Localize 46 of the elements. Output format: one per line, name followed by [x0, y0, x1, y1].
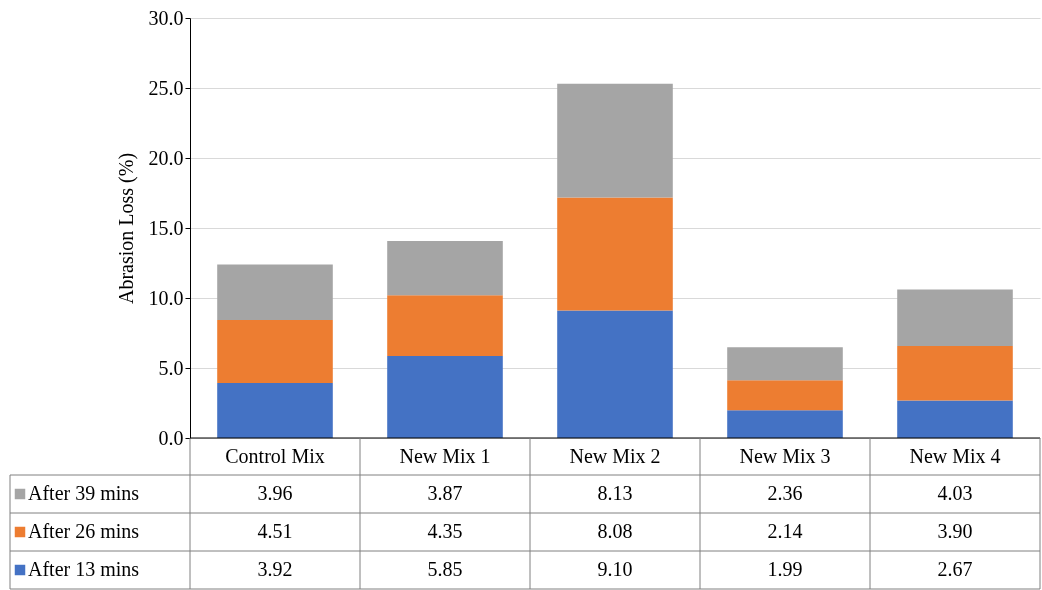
bar [897, 400, 1013, 438]
y-tick-label: 0.0 [158, 426, 184, 449]
data-label: 3.87 [427, 482, 463, 504]
data-label: 9.10 [597, 558, 633, 580]
bar [387, 295, 503, 357]
bar [557, 310, 673, 438]
bar [217, 319, 333, 384]
bar [557, 83, 673, 198]
y-tick-label: 15.0 [148, 216, 184, 239]
bar [217, 264, 333, 320]
data-label: 2.14 [767, 520, 803, 542]
data-label: 4.35 [427, 520, 463, 542]
x-tick-label: New Mix 2 [569, 444, 661, 467]
bar [727, 347, 843, 381]
bar [217, 383, 333, 438]
x-tick-label: New Mix 1 [399, 444, 491, 467]
x-tick-label: New Mix 3 [739, 444, 831, 467]
bar [727, 410, 843, 438]
bar [727, 380, 843, 411]
data-label: 8.13 [597, 482, 633, 504]
data-label: 2.36 [767, 482, 803, 504]
data-label: 8.08 [597, 520, 633, 542]
bar [387, 356, 503, 438]
data-label: 1.99 [767, 558, 803, 580]
x-tick-label: Control Mix [225, 444, 325, 467]
legend-label: After 39 mins [28, 482, 140, 504]
bar [897, 346, 1013, 401]
x-tick-label: New Mix 4 [909, 444, 1001, 467]
bar [387, 241, 503, 296]
data-label: 2.67 [937, 558, 973, 580]
y-axis-title: Abrasion Loss (%) [114, 152, 138, 305]
y-tick-label: 20.0 [148, 146, 184, 169]
y-tick-label: 10.0 [148, 286, 184, 309]
data-label: 3.90 [937, 520, 973, 542]
y-tick-label: 25.0 [148, 76, 184, 99]
data-label: 5.85 [427, 558, 463, 580]
bar [897, 289, 1013, 347]
legend-label: After 26 mins [28, 520, 140, 542]
bar [557, 197, 673, 311]
data-label: 3.92 [257, 558, 293, 580]
legend-label: After 13 mins [28, 558, 140, 580]
data-label: 4.51 [257, 520, 293, 542]
data-label: 4.03 [937, 482, 973, 504]
data-label: 3.96 [257, 482, 293, 504]
y-tick-label: 30.0 [148, 6, 184, 29]
y-tick-label: 5.0 [158, 356, 184, 379]
